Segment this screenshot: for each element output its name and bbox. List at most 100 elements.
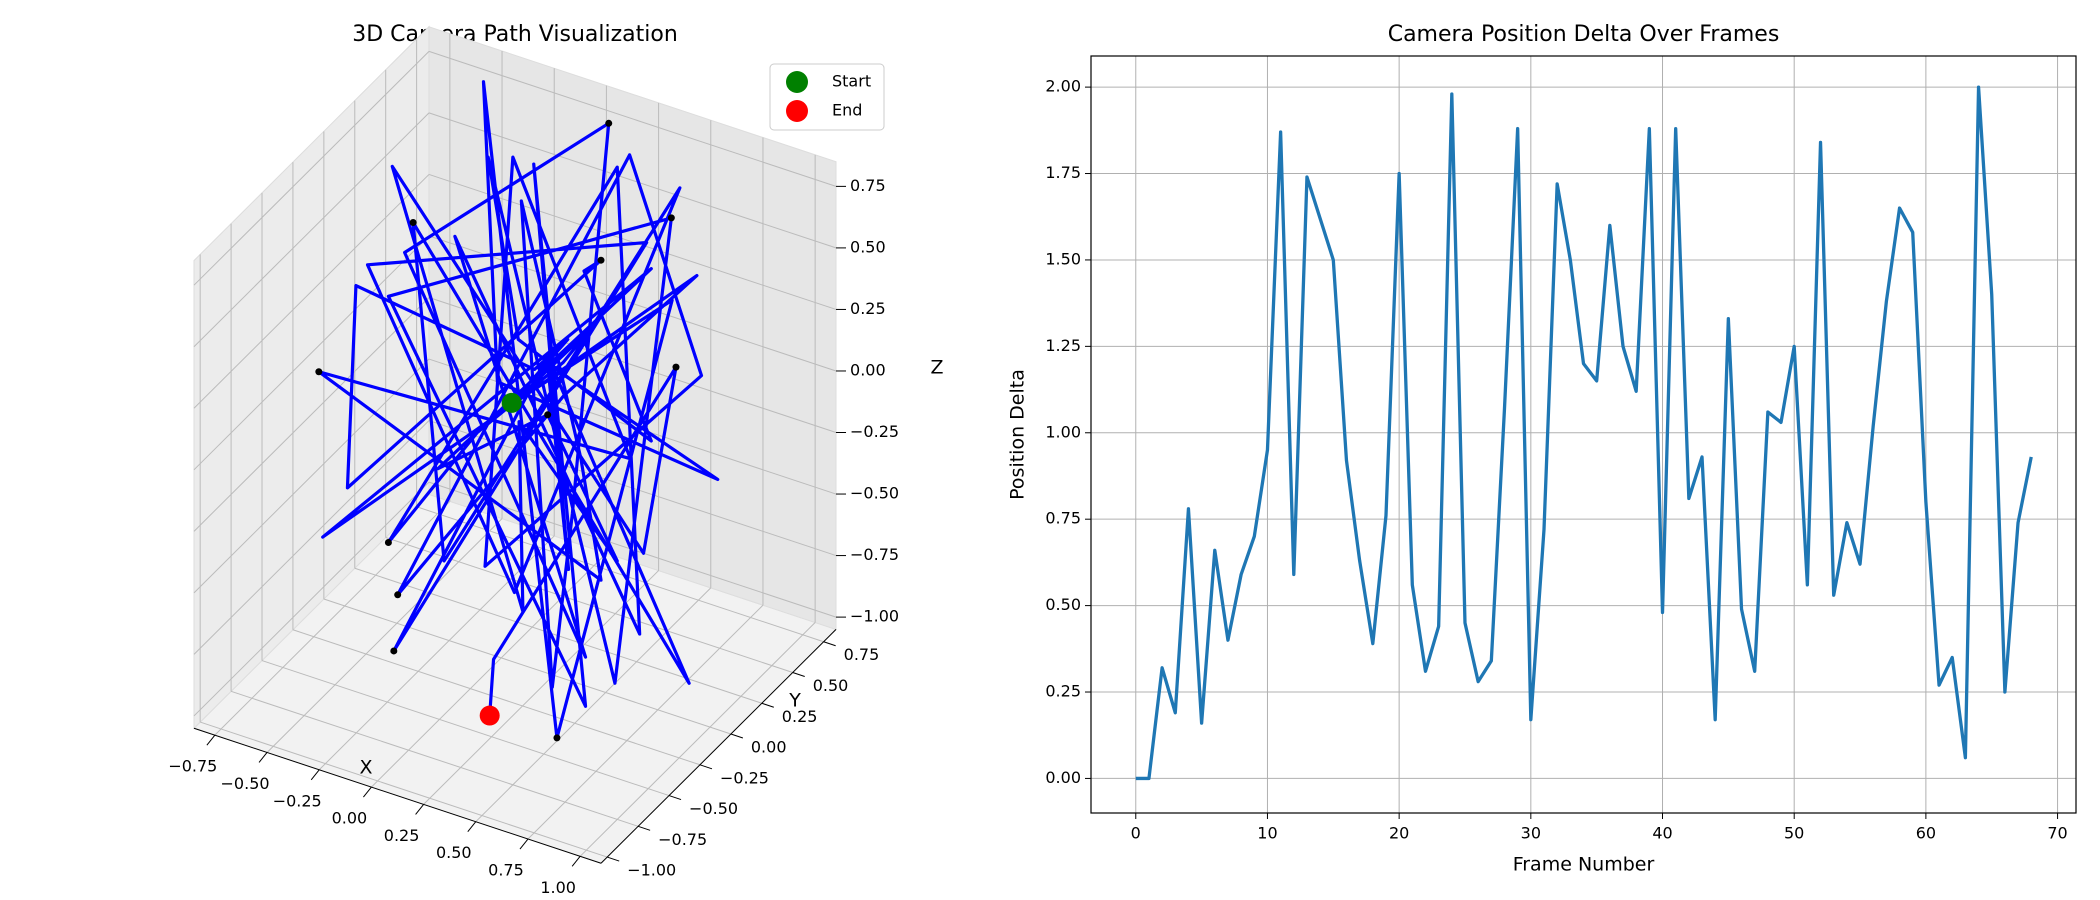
y-tick	[730, 733, 744, 739]
grid-line	[193, 51, 430, 286]
x-tick-label: 0	[1131, 824, 1141, 843]
x-tick-label: 30	[1521, 824, 1541, 843]
y-tick-label: 0.00	[1045, 768, 1081, 787]
keyframe-marker	[315, 368, 323, 376]
y-tick-label: 0.75	[844, 645, 880, 664]
keyframe-marker	[553, 734, 561, 742]
y-tick-label: −0.75	[658, 830, 707, 849]
y-tick	[668, 795, 682, 801]
x-tick-label: −0.50	[221, 774, 270, 793]
grid-line	[193, 174, 430, 409]
keyframe-marker	[394, 591, 402, 599]
y-axis	[600, 629, 837, 864]
x-tick	[310, 769, 320, 781]
y-tick-label: 1.00	[1045, 422, 1081, 441]
y-tick-label: −1.00	[627, 861, 676, 880]
y-tick-label: 1.25	[1045, 336, 1081, 355]
y-tick	[761, 702, 774, 708]
keyframe-marker	[605, 119, 613, 127]
y-tick	[637, 825, 651, 831]
grid-line	[193, 112, 430, 348]
grid-line	[193, 358, 430, 594]
keyframe-marker	[667, 214, 675, 222]
y-tick-label: 0.25	[782, 707, 818, 726]
grid-line	[385, 537, 793, 673]
grid-line	[193, 420, 430, 655]
endpoint-marker	[479, 705, 500, 726]
keyframe-marker	[384, 538, 392, 546]
endpoint-marker	[501, 392, 522, 413]
x-tick-label: 1.00	[540, 878, 576, 897]
delta-line	[1135, 85, 2033, 781]
grid-line	[428, 112, 837, 249]
grid-line	[266, 518, 503, 753]
grid-line	[579, 622, 816, 857]
y-tick-label: 1.75	[1045, 163, 1081, 182]
legend-marker	[786, 71, 808, 93]
x-tick-label: 0.75	[488, 861, 524, 880]
grid-line	[428, 297, 837, 433]
chart-title: 3D Camera Path Visualization	[352, 22, 678, 47]
x-tick-label: 60	[1916, 824, 1936, 843]
z-tick-label: −0.75	[850, 545, 899, 564]
x-axis	[193, 727, 602, 864]
y-tick-label: 0.25	[1045, 682, 1081, 701]
camera-path	[317, 80, 720, 740]
y-axis-label: Y	[788, 690, 801, 712]
x-tick-label: 70	[2047, 824, 2067, 843]
plot-frame	[1090, 55, 2077, 814]
y-tick-label: −0.50	[689, 799, 738, 818]
z-tick-label: 0.00	[850, 360, 886, 379]
grid-line	[200, 721, 608, 858]
grid-line	[423, 570, 659, 805]
grid-line	[323, 598, 732, 735]
x-tick-label: 40	[1652, 824, 1672, 843]
x-tick-label: −0.75	[168, 757, 217, 776]
legend-label: Start	[832, 72, 871, 91]
grid-line	[371, 552, 607, 788]
z-tick-label: 0.75	[850, 176, 886, 195]
x-tick	[258, 752, 268, 763]
y-tick-label: 2.00	[1045, 77, 1081, 96]
x-tick	[467, 821, 477, 833]
grid-line	[318, 535, 555, 771]
y-tick	[699, 764, 713, 770]
grid-line	[428, 50, 837, 187]
grid-line	[292, 629, 701, 766]
z-tick-label: −0.25	[850, 422, 899, 441]
grid-line	[261, 660, 670, 797]
keyframe-marker	[672, 363, 680, 371]
x-tick-label: 20	[1389, 824, 1409, 843]
x-tick	[519, 838, 529, 850]
keyframe-marker	[390, 647, 398, 655]
z-tick-label: 0.50	[850, 237, 886, 256]
grid-line	[230, 690, 639, 827]
x-axis-label: X	[359, 757, 372, 779]
y-tick	[792, 672, 805, 677]
grid-line	[214, 500, 451, 736]
keyframe-marker	[544, 411, 552, 419]
z-tick-label: −1.00	[850, 607, 899, 626]
grid-line	[193, 481, 430, 717]
chart-title: Camera Position Delta Over Frames	[1388, 22, 1780, 47]
grid-line	[193, 235, 430, 471]
keyframe-marker	[597, 256, 605, 264]
y-tick-label: 0.00	[751, 738, 787, 757]
y-tick	[823, 641, 836, 647]
y-tick-label: 1.50	[1045, 249, 1081, 268]
x-tick-label: 0.00	[332, 809, 368, 828]
x-tick	[206, 734, 216, 746]
z-axis-label: Z	[930, 357, 943, 379]
x-tick-label: −0.25	[273, 791, 322, 810]
grid-line	[193, 297, 430, 532]
y-axis-label: Position Delta	[1007, 369, 1029, 500]
legend-marker	[786, 100, 808, 122]
keyframe-marker	[409, 219, 417, 227]
grid-line	[475, 587, 712, 823]
z-tick-label: 0.25	[850, 299, 886, 318]
z-tick-label: −0.50	[850, 484, 899, 503]
x-axis-label: Frame Number	[1513, 854, 1655, 876]
y-tick-label: 0.50	[1045, 595, 1081, 614]
x-tick-label: 0.50	[436, 843, 472, 862]
